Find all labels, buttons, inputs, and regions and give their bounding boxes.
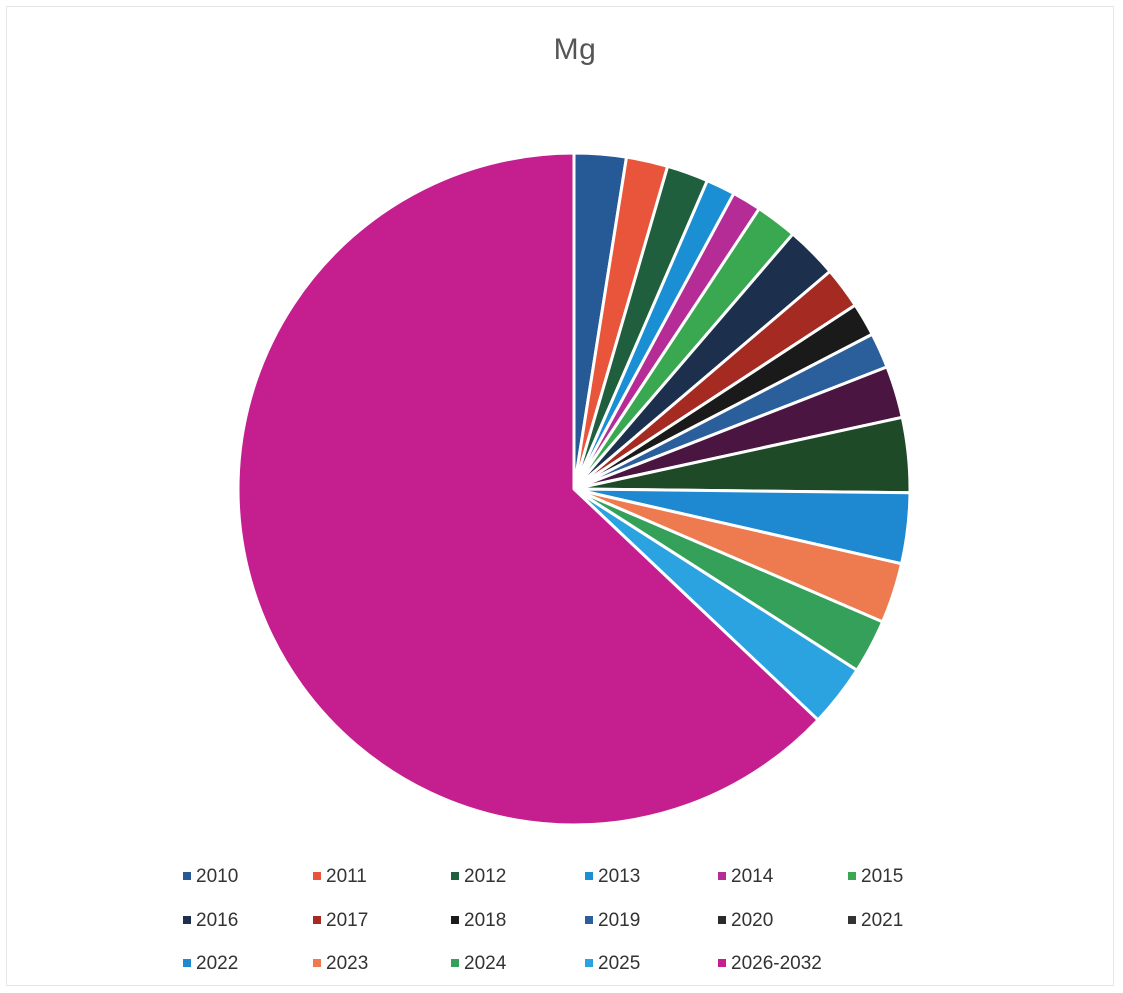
legend-item-2013: 2013 — [585, 862, 640, 892]
legend-item-2014: 2014 — [718, 862, 773, 892]
legend-swatch — [718, 915, 726, 924]
legend-label: 2023 — [326, 953, 369, 974]
legend-item-2011: 2011 — [313, 862, 367, 892]
legend-swatch — [585, 958, 593, 967]
legend-item-2021: 2021 — [848, 906, 903, 936]
legend-label: 2018 — [464, 910, 507, 931]
chart-title: Mg — [553, 33, 597, 66]
legend-swatch — [585, 871, 593, 880]
legend-label: 2021 — [861, 910, 904, 931]
legend-swatch — [313, 958, 321, 967]
legend-swatch — [848, 915, 856, 924]
legend-swatch — [451, 958, 459, 967]
legend-label: 2011 — [326, 866, 367, 887]
legend-item-2026-2032: 2026-2032 — [718, 949, 822, 979]
legend-item-2012: 2012 — [451, 862, 506, 892]
legend-item-2018: 2018 — [451, 906, 506, 936]
legend-swatch — [718, 871, 726, 880]
legend-label: 2019 — [598, 910, 641, 931]
legend-label: 2013 — [598, 866, 641, 887]
legend-label: 2015 — [861, 866, 904, 887]
legend-item-2024: 2024 — [451, 949, 506, 979]
legend-swatch — [585, 915, 593, 924]
legend-label: 2012 — [464, 866, 507, 887]
pie-slice-2026-2032 — [236, 151, 820, 827]
legend-item-2023: 2023 — [313, 949, 368, 979]
legend-swatch — [848, 871, 856, 880]
legend-swatch — [183, 958, 191, 967]
legend-label: 2020 — [731, 910, 774, 931]
legend-item-2015: 2015 — [848, 862, 903, 892]
legend-swatch — [313, 871, 321, 880]
legend-label: 2026-2032 — [731, 953, 822, 974]
legend-item-2019: 2019 — [585, 906, 640, 936]
legend-item-2016: 2016 — [183, 906, 238, 936]
legend-swatch — [183, 871, 191, 880]
legend-item-2020: 2020 — [718, 906, 773, 936]
legend-swatch — [718, 958, 726, 967]
legend-item-2010: 2010 — [183, 862, 238, 892]
legend-swatch — [183, 915, 191, 924]
legend-label: 2010 — [196, 866, 239, 887]
legend-item-2022: 2022 — [183, 949, 238, 979]
legend-label: 2025 — [598, 953, 641, 974]
legend-label: 2014 — [731, 866, 774, 887]
legend-label: 2017 — [326, 910, 369, 931]
legend-label: 2016 — [196, 910, 239, 931]
legend-item-2025: 2025 — [585, 949, 640, 979]
legend-swatch — [451, 915, 459, 924]
legend-swatch — [313, 915, 321, 924]
legend-label: 2024 — [464, 953, 507, 974]
legend-label: 2022 — [196, 953, 239, 974]
legend-item-2017: 2017 — [313, 906, 368, 936]
legend-swatch — [451, 871, 459, 880]
